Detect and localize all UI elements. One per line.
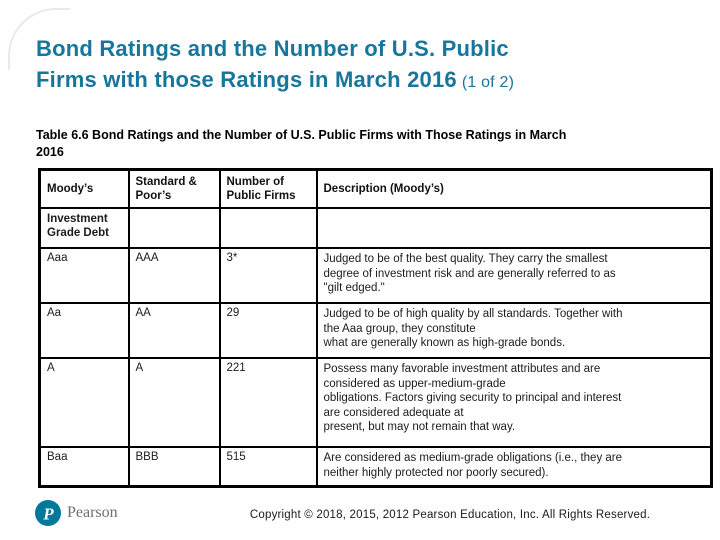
svg-text:P: P (42, 505, 54, 524)
cell-firms: 3* (218, 247, 318, 304)
cell-moodys: Aa (38, 302, 130, 359)
table-row-aa: Aa AA 29 Judged to be of high quality by… (38, 302, 713, 359)
cell-description: Are considered as medium-grade obligatio… (315, 446, 713, 488)
cell-sp: A (127, 357, 221, 448)
cell-description: Possess many favorable investment attrib… (315, 357, 713, 448)
cell-firms: 221 (218, 357, 318, 448)
table-row-a: A A 221 Possess many favorable investmen… (38, 357, 713, 448)
empty-cell (218, 207, 318, 249)
section-row-investment-grade: Investment Grade Debt (38, 207, 713, 249)
title-line1: Bond Ratings and the Number of U.S. Publ… (36, 36, 509, 61)
title-line2: Firms with those Ratings in March 2016 (36, 67, 457, 92)
empty-cell (315, 207, 713, 249)
cell-firms: 515 (218, 446, 318, 488)
cell-moodys: A (38, 357, 130, 448)
pearson-logo-icon: P (35, 500, 61, 526)
col-header-description: Description (Moody’s) (315, 168, 713, 209)
cell-sp: AA (127, 302, 221, 359)
col-header-standard-poors: Standard & Poor’s (127, 168, 221, 209)
cell-description: Judged to be of the best quality. They c… (315, 247, 713, 304)
page-indicator: (1 of 2) (461, 74, 515, 91)
pearson-wordmark: Pearson (67, 504, 118, 521)
table-row-baa: Baa BBB 515 Are considered as medium-gra… (38, 446, 713, 488)
cell-description: Judged to be of high quality by all stan… (315, 302, 713, 359)
table-row-aaa: Aaa AAA 3* Judged to be of the best qual… (38, 247, 713, 304)
table-header-row: Moody’s Standard & Poor’s Number of Publ… (38, 168, 713, 209)
section-label: Investment Grade Debt (38, 207, 130, 249)
bond-ratings-table: Moody’s Standard & Poor’s Number of Publ… (38, 168, 713, 488)
cell-sp: AAA (127, 247, 221, 304)
cell-firms: 29 (218, 302, 318, 359)
table-caption: Table 6.6 Bond Ratings and the Number of… (36, 128, 567, 159)
cell-sp: BBB (127, 446, 221, 488)
empty-cell (127, 207, 221, 249)
pearson-logo: P Pearson (35, 500, 118, 526)
copyright-text: Copyright © 2018, 2015, 2012 Pearson Edu… (249, 509, 651, 521)
cell-moodys: Baa (38, 446, 130, 488)
col-header-number-public-firms: Number of Public Firms (218, 168, 318, 209)
slide-title: Bond Ratings and the Number of U.S. Publ… (36, 33, 514, 98)
cell-moodys: Aaa (38, 247, 130, 304)
col-header-moodys: Moody’s (38, 168, 130, 209)
